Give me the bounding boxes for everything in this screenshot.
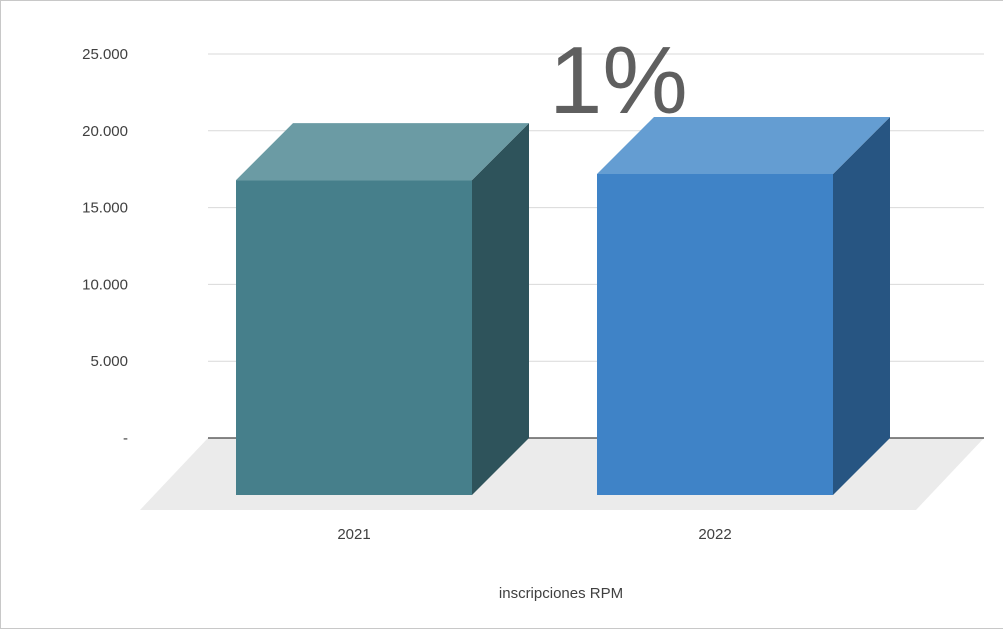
- percent-change-annotation: 1%: [549, 27, 688, 134]
- bar-side: [472, 123, 529, 496]
- bar-top: [236, 123, 529, 181]
- x-axis-title: inscripciones RPM: [499, 585, 623, 602]
- bar-2021: [236, 123, 529, 496]
- y-tick-label: 10.000: [82, 276, 128, 293]
- x-tick-label: 2022: [698, 526, 731, 543]
- bar-front: [597, 173, 833, 495]
- y-tick-label: 15.000: [82, 200, 128, 217]
- y-tick-label: 25.000: [82, 46, 128, 63]
- bar-front: [236, 180, 472, 495]
- x-tick-label: 2021: [337, 526, 370, 543]
- y-tick-label: -: [123, 430, 128, 447]
- bar-top: [597, 116, 890, 174]
- bar-side: [833, 116, 890, 495]
- y-tick-label: 5.000: [90, 353, 128, 370]
- bar-2022: [597, 116, 890, 495]
- y-tick-label: 20.000: [82, 123, 128, 140]
